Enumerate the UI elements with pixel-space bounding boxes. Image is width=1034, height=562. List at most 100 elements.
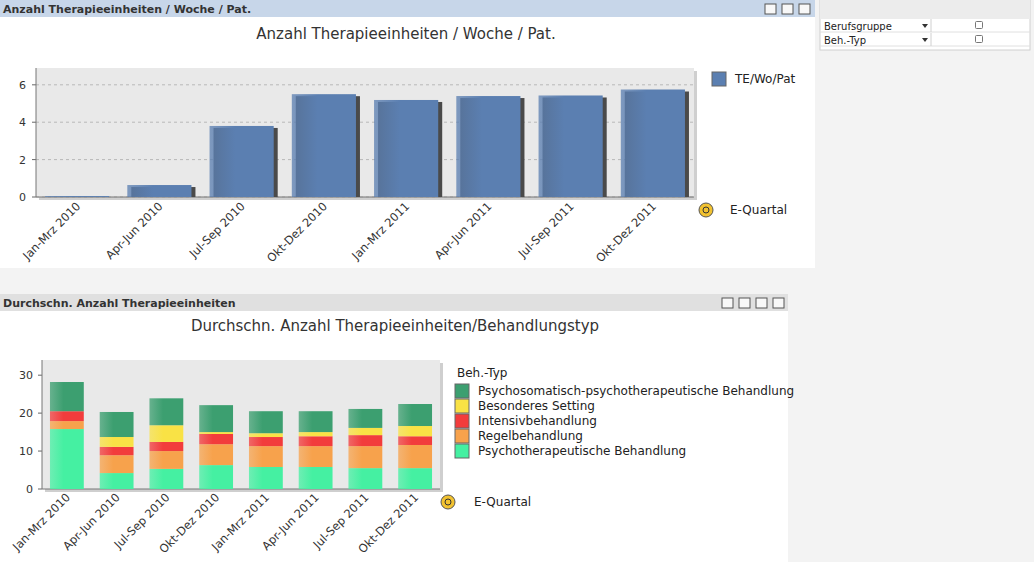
cycle-icon-inner xyxy=(445,499,451,505)
x-tick-label: Apr-Jun 2011 xyxy=(432,199,495,262)
filter-dropdown[interactable] xyxy=(922,24,928,28)
y-tick-label: 0 xyxy=(26,483,33,496)
bar xyxy=(299,446,333,467)
bar xyxy=(299,432,333,436)
legend-swatch xyxy=(455,429,469,443)
panel-icon[interactable] xyxy=(756,298,767,308)
y-tick-label: 30 xyxy=(19,369,33,382)
cycle-icon[interactable] xyxy=(699,203,713,217)
legend-swatch xyxy=(455,414,469,428)
x-axis-label: E-Quartal xyxy=(474,495,531,509)
filter-box: Berufsgruppe Beh.-Typ xyxy=(820,0,1030,50)
legend-label: Psychosomatisch-psychotherapeutische Beh… xyxy=(478,384,794,398)
panel-caption-bar xyxy=(0,294,788,311)
panel-caption: Durchschn. Anzahl Therapieeinheiten xyxy=(3,297,236,310)
dashboard: Berufsgruppe Beh.-Typ Anzahl Therapieeinhe… xyxy=(0,0,1034,562)
bar xyxy=(292,94,356,197)
legend-label: TE/Wo/Pat xyxy=(734,72,796,86)
filter-dropdown[interactable] xyxy=(922,38,928,42)
y-tick xyxy=(38,451,42,452)
x-tick-label: Okt-Dez 2011 xyxy=(355,490,421,556)
bar xyxy=(299,436,333,446)
cycle-icon[interactable] xyxy=(441,495,455,509)
bar xyxy=(127,185,191,197)
bar xyxy=(100,455,134,473)
filter-label: Berufsgruppe xyxy=(824,21,892,32)
panel-icon[interactable] xyxy=(799,4,810,14)
bar xyxy=(456,96,520,197)
bar xyxy=(50,382,84,411)
legend-title: Beh.-Typ xyxy=(457,366,507,380)
marks xyxy=(50,382,432,489)
panel-caption: Anzahl Therapieeinheiten / Woche / Pat. xyxy=(3,3,251,16)
x-tick-label: Jul-Sep 2011 xyxy=(515,199,577,261)
bar xyxy=(249,411,283,433)
bar xyxy=(50,421,84,429)
bar xyxy=(374,100,438,197)
x-tick-label: Okt-Dez 2011 xyxy=(593,199,659,265)
x-tick-label: Jan-Mrz 2011 xyxy=(348,199,412,263)
chart-title: Durchschn. Anzahl Therapieeinheiten/Beha… xyxy=(191,317,599,335)
x-tick-label: Jan-Mrz 2010 xyxy=(19,199,83,263)
panel-icon[interactable] xyxy=(739,298,750,308)
bar xyxy=(348,446,382,468)
bar xyxy=(299,467,333,489)
bar xyxy=(50,429,84,489)
bar xyxy=(100,412,134,437)
x-tick-label: Jul-Sep 2010 xyxy=(186,199,248,261)
bar xyxy=(210,126,274,197)
bar xyxy=(199,405,233,432)
filter-checkbox[interactable] xyxy=(976,36,983,43)
bar xyxy=(398,404,432,426)
bar xyxy=(100,437,134,447)
x-axis-label: E-Quartal xyxy=(730,203,787,217)
bar xyxy=(398,468,432,489)
bar xyxy=(348,409,382,428)
x-tick-label: Apr-Jun 2010 xyxy=(103,199,166,262)
filter-separator xyxy=(931,19,932,32)
panel-body xyxy=(0,0,815,268)
legend-label: Psychotherapeutische Behandlung xyxy=(478,444,686,458)
legend-label: Besonderes Setting xyxy=(478,399,595,413)
y-tick xyxy=(38,375,42,376)
panel-icon[interactable] xyxy=(722,298,733,308)
bar xyxy=(199,444,233,465)
y-tick-label: 4 xyxy=(19,116,26,129)
y-tick xyxy=(38,413,42,414)
y-tick xyxy=(38,489,42,490)
filter-checkbox[interactable] xyxy=(976,22,983,29)
legend-swatch xyxy=(455,444,469,458)
bar xyxy=(100,473,134,489)
gridline xyxy=(36,84,694,85)
y-axis xyxy=(36,68,37,197)
marks xyxy=(45,90,689,198)
y-tick xyxy=(32,197,36,198)
bar xyxy=(348,435,382,446)
legend-swatch xyxy=(712,72,726,86)
bar xyxy=(199,434,233,444)
plot-area xyxy=(36,68,694,197)
chart-title: Anzahl Therapieeinheiten / Woche / Pat. xyxy=(256,25,555,43)
bar xyxy=(149,398,183,425)
bar xyxy=(348,468,382,489)
cycle-icon-inner xyxy=(703,207,709,213)
legend: TE/Wo/Pat xyxy=(712,72,796,86)
y-tick xyxy=(32,84,36,85)
bar xyxy=(348,428,382,435)
bar xyxy=(149,442,183,451)
bar xyxy=(398,426,432,436)
y-tick-label: 20 xyxy=(19,407,33,420)
panel-icon[interactable] xyxy=(765,4,776,14)
bar xyxy=(149,425,183,442)
bar xyxy=(249,433,283,437)
x-tick-label: Okt-Dez 2010 xyxy=(264,199,330,265)
y-axis xyxy=(42,360,43,489)
filter-label: Beh.-Typ xyxy=(824,35,866,46)
panel-icon[interactable] xyxy=(782,4,793,14)
bar xyxy=(621,90,685,198)
bar xyxy=(50,411,84,421)
legend-label: Intensivbehandlung xyxy=(478,414,597,428)
panel-icon[interactable] xyxy=(773,298,784,308)
legend-label: Regelbehandlung xyxy=(478,429,583,443)
panel-body xyxy=(0,294,788,562)
